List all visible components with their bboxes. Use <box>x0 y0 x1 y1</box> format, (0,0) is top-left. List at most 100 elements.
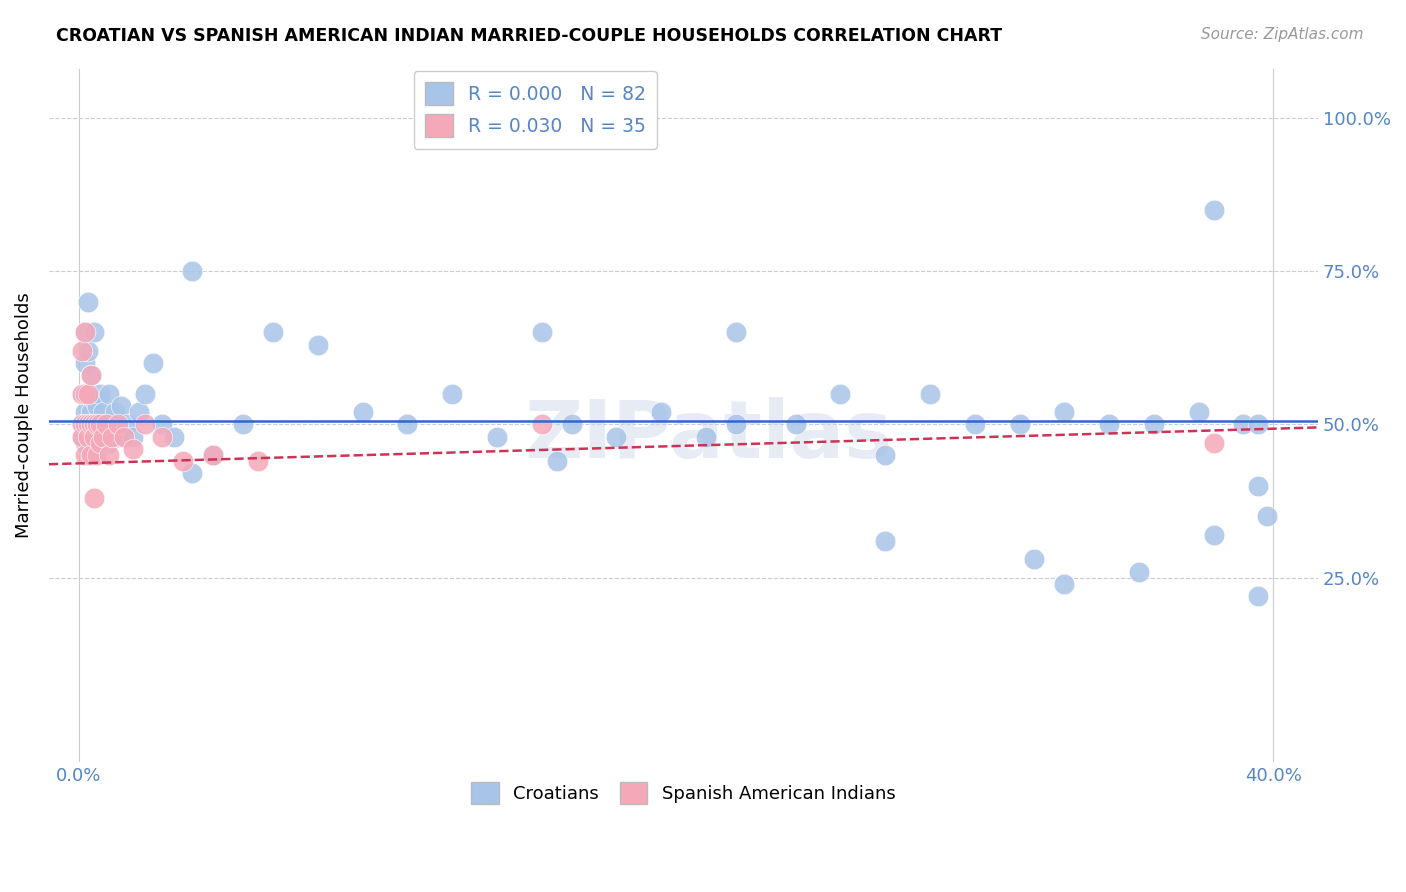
Point <box>70 386 93 401</box>
Point <box>73 405 96 419</box>
Point <box>875 533 897 548</box>
Point <box>76 429 98 443</box>
Point <box>1098 417 1121 432</box>
Legend: Croatians, Spanish American Indians: Croatians, Spanish American Indians <box>461 772 907 815</box>
Point <box>128 405 150 419</box>
Point <box>115 417 138 432</box>
Point <box>91 429 114 443</box>
Point <box>1202 528 1225 542</box>
Point <box>530 417 553 432</box>
Point <box>1202 202 1225 217</box>
Point <box>172 454 194 468</box>
Point <box>86 417 108 432</box>
Point <box>1256 509 1278 524</box>
Point <box>100 429 122 443</box>
Point <box>70 417 93 432</box>
Point <box>163 429 186 443</box>
Point <box>89 435 111 450</box>
Point <box>724 417 747 432</box>
Point <box>1247 417 1270 432</box>
Point <box>232 417 254 432</box>
Point <box>80 368 103 383</box>
Point <box>1247 589 1270 603</box>
Point <box>89 435 111 450</box>
Point <box>83 491 105 505</box>
Point <box>80 429 103 443</box>
Point <box>70 386 93 401</box>
Point <box>963 417 986 432</box>
Point <box>262 326 284 340</box>
Text: ZIPatlas: ZIPatlas <box>524 397 893 475</box>
Point <box>112 429 135 443</box>
Point <box>530 326 553 340</box>
Point <box>76 386 98 401</box>
Point <box>121 429 143 443</box>
Point <box>83 417 105 432</box>
Point <box>70 429 93 443</box>
Point <box>875 448 897 462</box>
Point <box>307 337 329 351</box>
Point <box>785 417 807 432</box>
Point <box>247 454 270 468</box>
Point <box>73 417 96 432</box>
Point <box>73 386 96 401</box>
Point <box>352 405 374 419</box>
Point <box>724 326 747 340</box>
Point <box>695 429 717 443</box>
Point <box>94 417 117 432</box>
Point <box>830 386 852 401</box>
Point <box>89 386 111 401</box>
Point <box>1053 577 1076 591</box>
Point <box>76 294 98 309</box>
Point <box>142 356 165 370</box>
Point <box>70 429 93 443</box>
Point <box>121 442 143 456</box>
Point <box>86 448 108 462</box>
Point <box>107 417 129 432</box>
Point <box>73 326 96 340</box>
Point <box>73 356 96 370</box>
Point <box>100 417 122 432</box>
Point <box>97 435 120 450</box>
Point <box>134 386 156 401</box>
Point <box>605 429 627 443</box>
Point <box>650 405 672 419</box>
Point <box>73 326 96 340</box>
Point <box>152 429 174 443</box>
Point <box>396 417 419 432</box>
Point <box>83 326 105 340</box>
Point <box>561 417 583 432</box>
Point <box>97 386 120 401</box>
Point <box>107 429 129 443</box>
Point <box>441 386 464 401</box>
Point <box>76 429 98 443</box>
Point <box>91 405 114 419</box>
Point <box>181 467 204 481</box>
Point <box>1232 417 1254 432</box>
Text: CROATIAN VS SPANISH AMERICAN INDIAN MARRIED-COUPLE HOUSEHOLDS CORRELATION CHART: CROATIAN VS SPANISH AMERICAN INDIAN MARR… <box>56 27 1002 45</box>
Point <box>1008 417 1031 432</box>
Point <box>202 448 225 462</box>
Point <box>76 343 98 358</box>
Point <box>73 448 96 462</box>
Text: Source: ZipAtlas.com: Source: ZipAtlas.com <box>1201 27 1364 42</box>
Point <box>91 429 114 443</box>
Point <box>80 417 103 432</box>
Y-axis label: Married-couple Households: Married-couple Households <box>15 293 32 538</box>
Point <box>86 417 108 432</box>
Point <box>83 442 105 456</box>
Point <box>94 417 117 432</box>
Point <box>485 429 508 443</box>
Point <box>110 399 132 413</box>
Point <box>76 417 98 432</box>
Point <box>546 454 568 468</box>
Point <box>76 417 98 432</box>
Point <box>80 405 103 419</box>
Point <box>83 417 105 432</box>
Point <box>1188 405 1211 419</box>
Point <box>83 392 105 407</box>
Point <box>73 435 96 450</box>
Point <box>83 429 105 443</box>
Point <box>80 448 103 462</box>
Point <box>202 448 225 462</box>
